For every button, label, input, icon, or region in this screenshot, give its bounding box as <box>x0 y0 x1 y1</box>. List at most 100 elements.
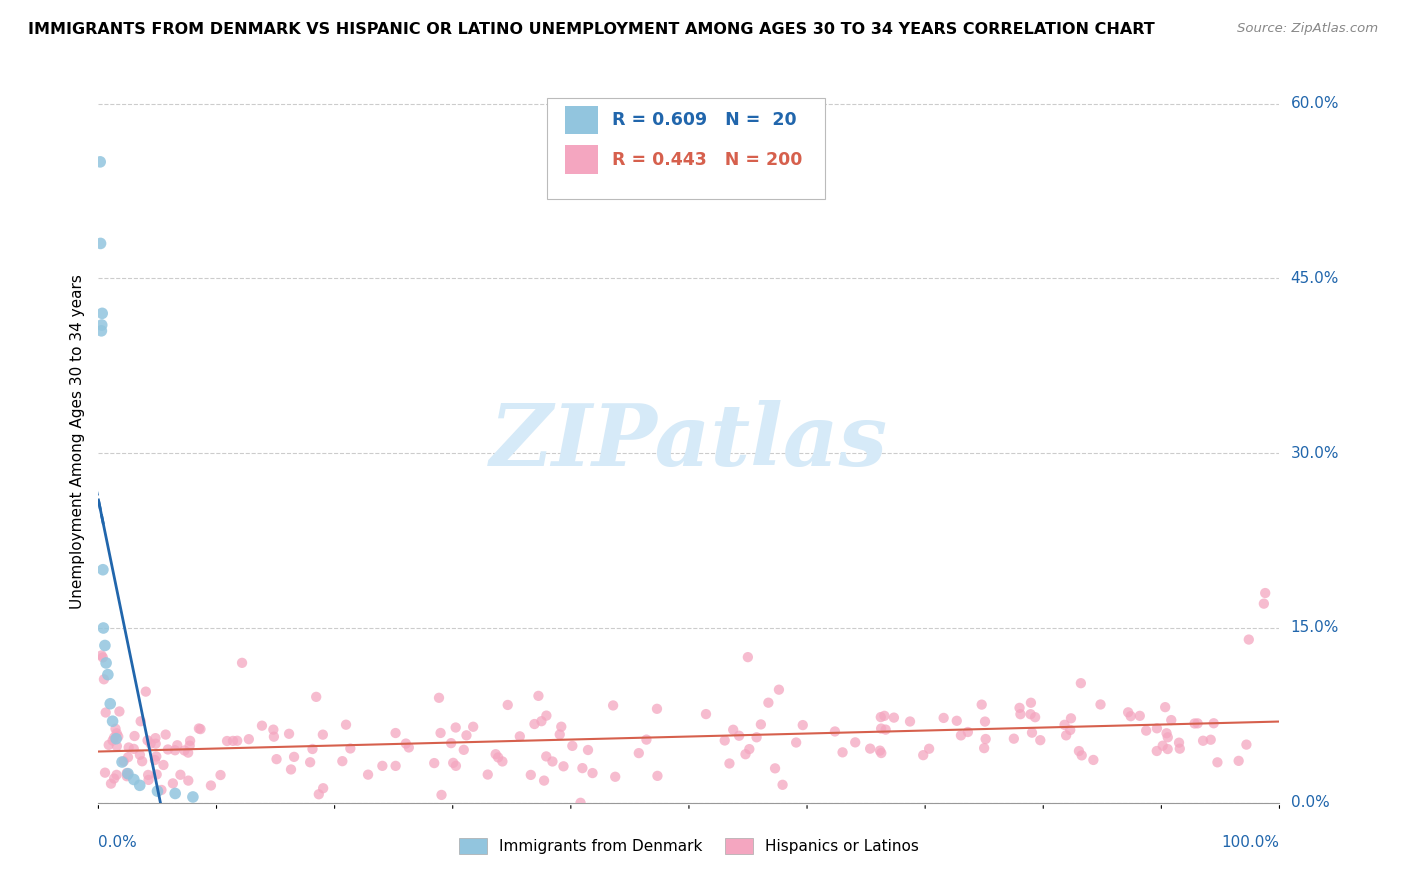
Point <box>758 696 780 710</box>
Point <box>721 723 744 737</box>
Point <box>305 690 328 704</box>
Point <box>945 714 967 728</box>
Point <box>530 714 553 729</box>
Point <box>339 741 361 756</box>
Point <box>768 682 790 697</box>
Point <box>973 741 995 756</box>
Point <box>456 728 478 742</box>
Point <box>423 756 446 770</box>
Point <box>357 767 380 781</box>
FancyBboxPatch shape <box>565 105 598 135</box>
Point <box>262 723 284 737</box>
Point <box>1070 748 1092 763</box>
Point <box>520 768 543 782</box>
Text: 100.0%: 100.0% <box>1222 835 1279 850</box>
Point <box>427 690 450 705</box>
Point <box>875 723 897 737</box>
Text: R = 0.609   N =  20: R = 0.609 N = 20 <box>612 111 797 129</box>
Point <box>932 711 955 725</box>
Point <box>647 769 669 783</box>
Point <box>90 324 112 338</box>
Point <box>491 755 513 769</box>
Point <box>181 789 204 804</box>
Point <box>792 718 814 732</box>
Point <box>1156 742 1178 756</box>
Point <box>1021 725 1043 739</box>
Point <box>1202 716 1225 731</box>
Point <box>108 705 131 719</box>
Point <box>105 768 128 782</box>
Point <box>1254 586 1277 600</box>
Point <box>263 730 285 744</box>
Point <box>129 714 152 729</box>
Point <box>949 728 972 742</box>
Point <box>312 728 335 742</box>
Point <box>1008 701 1031 715</box>
Point <box>146 784 169 798</box>
Point <box>970 698 993 712</box>
Point <box>299 756 322 770</box>
Point <box>561 739 583 753</box>
Point <box>1146 721 1168 735</box>
Point <box>1168 741 1191 756</box>
Legend: Immigrants from Denmark, Hispanics or Latinos: Immigrants from Denmark, Hispanics or La… <box>453 832 925 860</box>
Point <box>115 769 138 783</box>
Point <box>97 738 120 752</box>
Point <box>103 731 125 745</box>
Point <box>627 746 650 760</box>
Text: R = 0.443   N = 200: R = 0.443 N = 200 <box>612 151 803 169</box>
Point <box>166 738 188 752</box>
Text: ZIPatlas: ZIPatlas <box>489 400 889 483</box>
Point <box>177 773 200 788</box>
Point <box>581 766 603 780</box>
Point <box>745 731 768 745</box>
Point <box>918 741 941 756</box>
Point <box>145 737 167 751</box>
Point <box>105 731 128 746</box>
Point <box>536 749 558 764</box>
Text: 15.0%: 15.0% <box>1291 621 1339 635</box>
Point <box>91 563 114 577</box>
Point <box>974 714 997 729</box>
FancyBboxPatch shape <box>547 98 825 200</box>
Point <box>1199 732 1222 747</box>
Point <box>135 684 157 698</box>
Point <box>117 766 139 780</box>
Point <box>93 673 115 687</box>
Point <box>231 656 253 670</box>
Point <box>496 698 519 712</box>
Point <box>179 734 201 748</box>
Point <box>283 750 305 764</box>
Point <box>173 743 195 757</box>
Text: 0.0%: 0.0% <box>98 835 138 850</box>
Point <box>395 737 418 751</box>
Point <box>605 770 627 784</box>
Point <box>1234 738 1257 752</box>
Point <box>371 759 394 773</box>
Point <box>831 745 853 759</box>
Point <box>222 734 245 748</box>
Point <box>105 739 128 753</box>
Point <box>101 733 124 747</box>
Point <box>477 767 499 781</box>
Point <box>165 787 187 801</box>
Point <box>734 747 756 762</box>
Text: 0.0%: 0.0% <box>1291 796 1329 810</box>
Point <box>645 702 668 716</box>
Point <box>898 714 921 729</box>
Point <box>1002 731 1025 746</box>
Point <box>1152 739 1174 753</box>
Point <box>143 753 166 767</box>
Point <box>1192 733 1215 747</box>
Point <box>523 717 546 731</box>
Point <box>695 707 717 722</box>
Point <box>169 768 191 782</box>
Point <box>718 756 741 771</box>
Point <box>384 726 406 740</box>
Point <box>107 730 129 744</box>
Point <box>93 621 115 635</box>
Point <box>145 749 167 764</box>
Point <box>1135 723 1157 738</box>
Point <box>772 778 794 792</box>
Point <box>1157 731 1180 745</box>
